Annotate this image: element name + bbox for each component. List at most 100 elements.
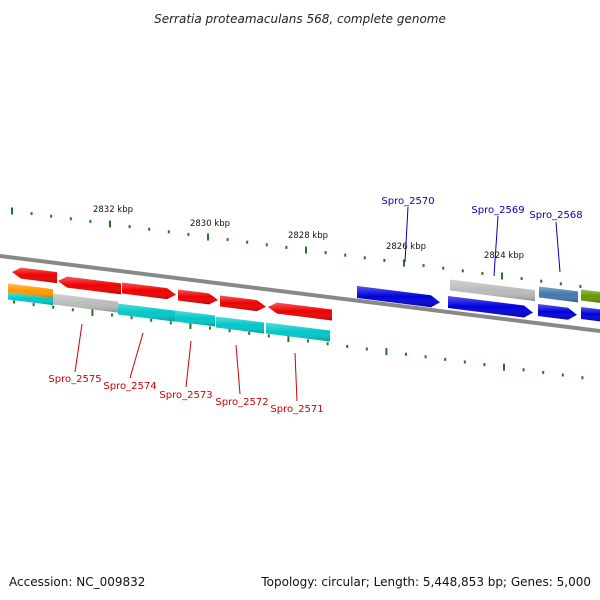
outer-minor-tick <box>265 243 268 247</box>
gene-block-gray-shading <box>53 293 118 313</box>
outer-minor-tick <box>148 227 151 231</box>
inner-minor-tick <box>169 321 172 325</box>
gene-label-text[interactable]: Spro_2569 <box>471 205 524 216</box>
gene-label-text[interactable]: Spro_2568 <box>529 210 582 221</box>
kbp-label-2828: 2828 kbp <box>288 231 328 241</box>
outer-minor-tick <box>69 217 72 221</box>
outer-minor-tick <box>167 230 170 234</box>
outer-major-tick <box>207 233 209 241</box>
outer-minor-tick <box>324 251 327 255</box>
outer-minor-tick <box>226 238 229 242</box>
gene-arrow-blue-shading <box>448 296 533 318</box>
outer-minor-tick <box>187 232 190 236</box>
outer-minor-tick <box>559 282 562 286</box>
kbp-scale-labels: 2832 kbp 2830 kbp 2828 kbp 2826 kbp 2824… <box>93 205 524 261</box>
outer-minor-tick <box>422 264 425 268</box>
inner-minor-tick <box>111 313 113 317</box>
outer-minor-tick <box>481 271 484 275</box>
inner-minor-tick <box>150 318 153 322</box>
inner-tick-marks <box>13 300 584 380</box>
upper-gene-labels[interactable]: Spro_2570 Spro_2569 Spro_2568 <box>381 196 583 277</box>
inner-minor-tick <box>424 355 427 359</box>
inner-major-tick <box>385 348 388 356</box>
gene-label-spro-2575[interactable]: Spro_2575 <box>48 323 102 385</box>
gene-block-gray-shading <box>450 279 535 302</box>
gene-block-steel-shading <box>539 286 578 303</box>
gene-block-orange-shading <box>8 283 53 299</box>
kbp-label-2830: 2830 kbp <box>190 219 230 229</box>
inner-minor-tick <box>32 303 35 307</box>
inner-minor-tick <box>542 370 545 374</box>
gene-block-cyan-shading <box>8 292 53 306</box>
gene-arrow-red-shading <box>122 282 176 300</box>
inner-minor-tick <box>463 360 466 364</box>
genome-backbone <box>0 254 600 333</box>
genome-summary-label: Topology: circular; Length: 5,448,853 bp… <box>260 575 591 589</box>
gene-block-cyan-shading <box>216 316 264 334</box>
gene-arrow-blue-shading <box>538 304 577 320</box>
gene-label-spro-2569[interactable]: Spro_2569 <box>471 205 525 277</box>
inner-minor-tick <box>71 308 74 312</box>
gene-label-spro-2568[interactable]: Spro_2568 <box>529 210 583 273</box>
gene-label-spro-2573[interactable]: Spro_2573 <box>159 340 213 401</box>
gene-block-olive-shading <box>581 289 600 303</box>
outer-minor-tick <box>30 212 33 216</box>
inner-minor-tick <box>483 363 486 367</box>
outer-minor-tick <box>89 219 92 223</box>
inner-major-tick <box>287 335 290 342</box>
gene-arrow-blue-shading <box>357 286 440 308</box>
outer-minor-tick <box>128 225 131 229</box>
gene-arrow-red-shading <box>178 289 218 305</box>
outer-minor-tick <box>363 256 366 260</box>
kbp-label-2824: 2824 kbp <box>484 251 524 261</box>
gene-label-text[interactable]: Spro_2570 <box>381 196 434 207</box>
inner-major-tick <box>189 322 192 329</box>
outer-minor-tick <box>285 245 288 249</box>
gene-label-spro-2570[interactable]: Spro_2570 <box>381 196 435 263</box>
outer-minor-tick <box>540 279 543 283</box>
outer-minor-tick <box>520 277 523 281</box>
outer-minor-tick <box>246 240 249 244</box>
inner-minor-tick <box>444 357 447 361</box>
inner-minor-tick <box>307 339 309 343</box>
gene-label-spro-2574[interactable]: Spro_2574 <box>103 332 157 392</box>
outer-minor-tick <box>383 258 386 262</box>
outer-major-tick <box>403 259 405 267</box>
inner-minor-tick <box>209 326 211 330</box>
map-title: Serratia proteamaculans 568, complete ge… <box>154 12 446 26</box>
gene-label-text[interactable]: Spro_2573 <box>159 390 212 401</box>
inner-minor-tick <box>13 300 15 304</box>
inner-minor-tick <box>581 376 584 380</box>
inner-minor-tick <box>365 347 368 351</box>
inner-minor-tick <box>248 331 251 335</box>
gene-label-text[interactable]: Spro_2574 <box>103 381 156 392</box>
gene-block-cyan-shading <box>118 303 175 322</box>
gene-label-text[interactable]: Spro_2571 <box>270 404 323 415</box>
gene-arrow-blue-shading <box>581 307 600 322</box>
gene-label-spro-2571[interactable]: Spro_2571 <box>270 352 324 415</box>
outer-minor-tick <box>442 266 445 270</box>
inner-major-tick <box>503 363 505 371</box>
outer-major-tick <box>501 272 503 280</box>
outer-major-tick <box>305 246 307 254</box>
outer-minor-tick <box>344 253 347 257</box>
gene-label-text[interactable]: Spro_2575 <box>48 374 101 385</box>
gene-features[interactable] <box>8 267 600 342</box>
gene-arrow-red-shading <box>12 267 57 284</box>
inner-minor-tick <box>228 329 231 333</box>
kbp-label-2832: 2832 kbp <box>93 205 133 215</box>
inner-major-tick <box>91 308 94 316</box>
accession-label: Accession: NC_009832 <box>9 575 145 589</box>
inner-minor-tick <box>561 373 564 377</box>
gene-label-spro-2572[interactable]: Spro_2572 <box>215 344 269 408</box>
outer-major-tick <box>11 207 13 215</box>
inner-minor-tick <box>405 352 407 356</box>
gene-label-text[interactable]: Spro_2572 <box>215 397 268 408</box>
outer-tick-marks <box>11 207 582 288</box>
gene-arrow-red-shading <box>58 276 121 295</box>
lower-gene-labels[interactable]: Spro_2575 Spro_2574 Spro_2573 Spro_2572 … <box>48 323 324 415</box>
gene-block-cyan-shading <box>175 310 215 327</box>
outer-minor-tick <box>50 214 53 218</box>
gene-arrow-red-shading <box>220 295 266 312</box>
